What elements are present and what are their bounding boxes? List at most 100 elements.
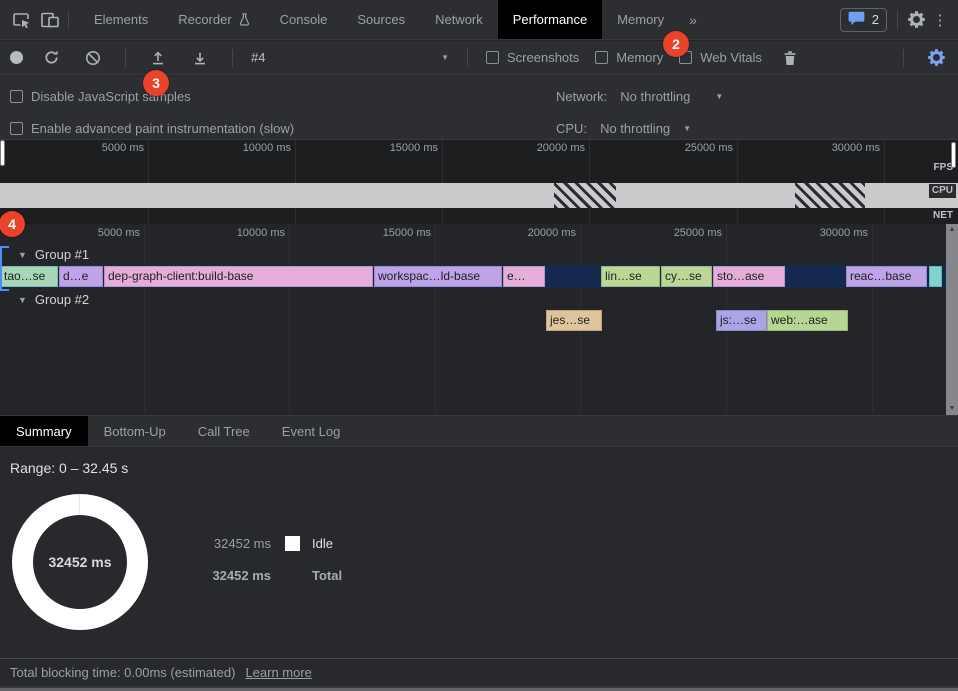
ruler-tick-label: 5000 ms [101, 142, 144, 154]
timeline-overview[interactable]: 5000 ms 10000 ms 15000 ms 20000 ms 25000 ms 3… [0, 140, 958, 224]
tab-label: Summary [16, 423, 72, 439]
group-2-header[interactable]: ▼ Group #2 [18, 291, 89, 308]
checkbox-label: Disable JavaScript samples [31, 88, 191, 104]
checkbox-memory[interactable]: Memory [595, 50, 663, 65]
flame-bar-cy-se[interactable]: cy…se [661, 266, 712, 287]
checkbox-label: Memory [616, 50, 664, 65]
flame-bar-tao-se[interactable]: tao…se [0, 266, 58, 287]
tab-event-log[interactable]: Event Log [266, 416, 357, 446]
chevron-down-icon: ▼ [441, 53, 449, 62]
flame-bar-lin-se[interactable]: lin…se [601, 266, 660, 287]
gridline [872, 224, 873, 413]
selected-group-bracket [0, 246, 10, 291]
tab-label: Console [279, 12, 328, 27]
gridline [435, 224, 436, 413]
capture-settings-gear-icon[interactable] [922, 44, 950, 72]
range-label: Range: 0 – 32.45 s [10, 460, 129, 476]
ruler-tick-label: 10000 ms [242, 142, 291, 154]
scroll-up-icon[interactable]: ▲ [948, 226, 956, 233]
selection-grip-left[interactable] [0, 140, 5, 166]
tab-recorder[interactable]: Recorder [163, 0, 264, 39]
flame-bar-web-ase[interactable]: web:…ase [767, 310, 848, 331]
cpu-activity-band [0, 183, 958, 208]
legend-value: 32452 ms [213, 536, 271, 551]
trash-icon[interactable] [776, 44, 804, 72]
checkbox-box [486, 51, 499, 64]
flame-bar-sto-ase[interactable]: sto…ase [713, 266, 785, 287]
record-button[interactable] [10, 51, 23, 64]
flame-bar-workspac-ld-base[interactable]: workspac…ld-base [374, 266, 502, 287]
checkbox-screenshots[interactable]: Screenshots [486, 50, 579, 65]
tab-bottom-up[interactable]: Bottom-Up [88, 416, 182, 446]
donut-total-label: 32452 ms [48, 554, 112, 570]
fps-lane-label: FPS [930, 161, 956, 175]
network-throttle-select[interactable]: Network: No throttling ▼ [556, 80, 723, 112]
donut-segment-divider [79, 494, 80, 515]
flame-bar-e[interactable]: e… [503, 266, 545, 287]
legend-label: Idle [312, 536, 333, 551]
gridline [148, 140, 149, 224]
flame-bar-d-e[interactable]: d…e [59, 266, 103, 287]
flame-chart[interactable]: 5000 ms 10000 ms 15000 ms 20000 ms 25000 ms 3… [0, 224, 958, 415]
divider [903, 48, 904, 67]
flame-bar-item[interactable] [929, 266, 942, 287]
selection-grip-right[interactable] [951, 142, 956, 168]
cpu-lane-label: CPU [928, 184, 956, 198]
gridline [884, 140, 885, 224]
divider [467, 48, 468, 67]
performance-toolbar: #4 ▼ Screenshots Memory Web Vitals [0, 41, 958, 75]
tab-console[interactable]: Console [265, 0, 343, 39]
group-1-header[interactable]: ▼ Group #1 [18, 246, 89, 263]
checkbox-web-vitals[interactable]: Web Vitals [679, 50, 762, 65]
vertical-scrollbar[interactable]: ▲ ▼ [946, 224, 958, 415]
cpu-throttle-select[interactable]: CPU: No throttling ▼ [556, 112, 691, 144]
kebab-menu-icon[interactable]: ⋮ [932, 11, 948, 29]
inspect-icon[interactable] [8, 6, 36, 34]
paint-instrumentation-checkbox[interactable]: Enable advanced paint instrumentation (s… [10, 121, 294, 136]
tab-label: Elements [94, 12, 149, 27]
device-toolbar-icon[interactable] [36, 6, 64, 34]
history-select[interactable]: #4 ▼ [251, 50, 449, 65]
flame-bar-reac-base[interactable]: reac…base [846, 266, 927, 287]
collapse-arrow-icon: ▼ [18, 294, 27, 305]
flame-bar-dep-graph-client-build-base[interactable]: dep-graph-client:build-base [104, 266, 373, 287]
chevron-down-icon: ▼ [683, 123, 692, 133]
total-blocking-time-text: Total blocking time: 0.00ms (estimated) [10, 665, 236, 680]
tab-call-tree[interactable]: Call Tree [182, 416, 266, 446]
tab-summary[interactable]: Summary [0, 416, 88, 446]
divider [68, 10, 69, 29]
tab-memory[interactable]: Memory [602, 0, 679, 39]
group-label: Group #1 [34, 247, 90, 262]
issues-counter[interactable]: 2 [839, 7, 887, 32]
ruler-tick-label: 20000 ms [536, 142, 585, 154]
legend-value: 32452 ms [212, 568, 271, 583]
more-tabs-button[interactable]: » [689, 11, 697, 28]
ruler-tick-label: 15000 ms [389, 142, 438, 154]
tab-network[interactable]: Network [420, 0, 498, 39]
chevron-down-icon: ▼ [715, 91, 724, 101]
chat-bubble-icon [848, 11, 865, 29]
reload-record-icon[interactable] [37, 44, 65, 72]
tab-elements[interactable]: Elements [79, 0, 163, 39]
group-label: Group #2 [34, 292, 90, 307]
cpu-idle-hatch [554, 183, 616, 208]
flame-bar-js-se[interactable]: js:…se [716, 310, 767, 331]
collapse-arrow-icon: ▼ [18, 249, 27, 260]
devtools-tabbar: Elements Recorder Console Sources Network Per… [0, 0, 958, 40]
load-profile-icon[interactable] [144, 44, 172, 72]
flame-bar-jes-se[interactable]: jes…se [546, 310, 602, 331]
annotation-badge-4: 4 [0, 211, 25, 237]
settings-gear-icon[interactable] [902, 6, 930, 34]
save-profile-icon[interactable] [186, 44, 214, 72]
tab-performance[interactable]: Performance [497, 0, 603, 39]
learn-more-link[interactable]: Learn more [245, 665, 312, 680]
cpu-value: No throttling [600, 120, 671, 136]
panel-tabs: Elements Recorder Console Sources Network Per… [79, 0, 679, 39]
gridline [737, 140, 738, 224]
scroll-down-icon[interactable]: ▼ [948, 405, 956, 412]
legend-swatch [285, 536, 300, 551]
clear-icon[interactable] [79, 44, 107, 72]
summary-panel: Range: 0 – 32.45 s 32452 ms 32452 ms Idle… [0, 448, 958, 658]
tab-sources[interactable]: Sources [342, 0, 420, 39]
legend-row: 32452 ms Idle [205, 536, 342, 551]
